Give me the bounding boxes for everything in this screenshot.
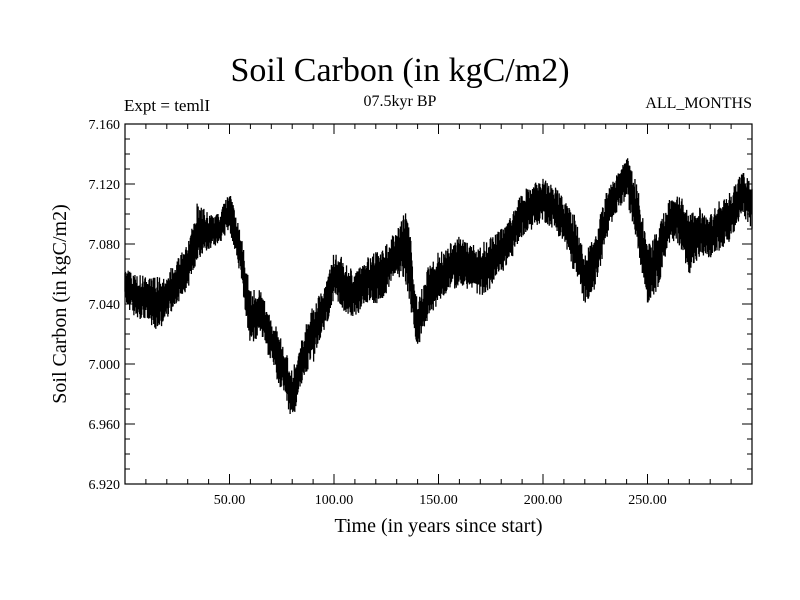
y-tick-label: 7.040: [89, 298, 121, 313]
plot-frame: [124, 123, 753, 485]
y-tick-label: 6.960: [89, 418, 121, 433]
y-tick-label: 7.080: [89, 238, 121, 253]
chart-subtitle: 07.5kyr BP: [363, 93, 437, 110]
x-tick-label: 200.00: [524, 493, 563, 508]
x-tick-label: 100.00: [315, 493, 354, 508]
y-tick-label: 7.000: [89, 358, 121, 373]
y-tick-label: 6.920: [89, 478, 121, 493]
x-tick-label: 150.00: [419, 493, 458, 508]
experiment-label: Expt = temlI: [124, 96, 211, 115]
months-label: ALL_MONTHS: [645, 95, 752, 112]
y-tick-label: 7.120: [89, 178, 121, 193]
y-axis-label: Soil Carbon (in kgC/m2): [49, 204, 71, 403]
y-tick-label: 7.160: [89, 118, 121, 133]
x-tick-label: 250.00: [628, 493, 667, 508]
x-tick-label: 50.00: [214, 493, 246, 508]
data-series-0: [124, 158, 753, 415]
chart-title: Soil Carbon (in kgC/m2): [230, 52, 570, 89]
x-axis-label: Time (in years since start): [334, 515, 542, 537]
series-line: [124, 158, 753, 415]
